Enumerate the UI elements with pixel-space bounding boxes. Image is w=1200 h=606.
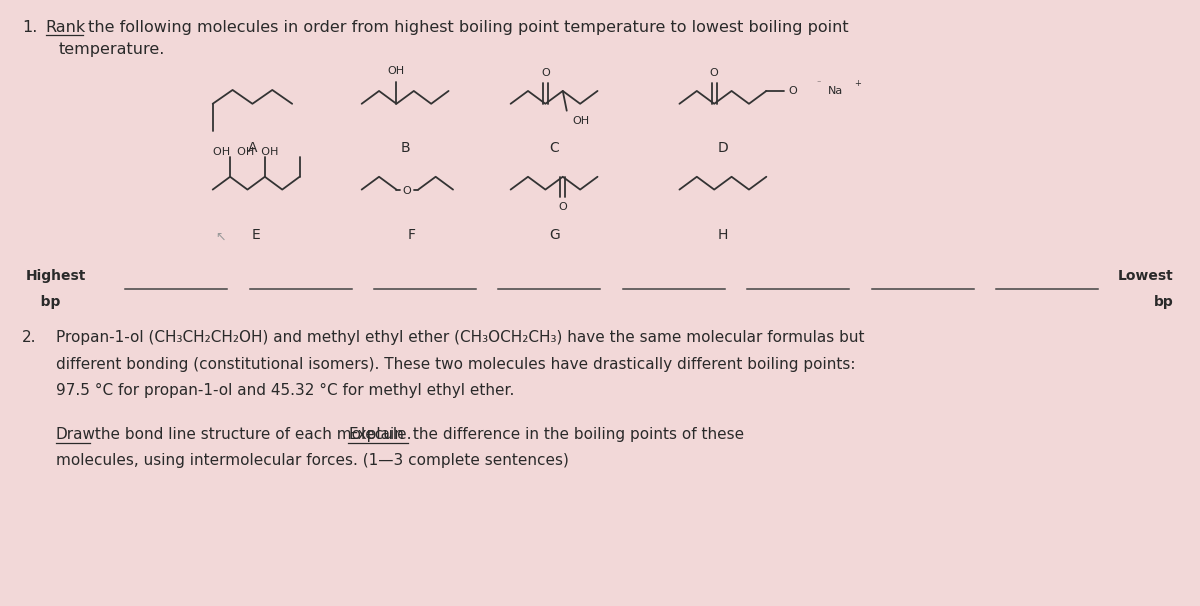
Text: bp: bp <box>26 295 60 309</box>
Text: Propan-1-ol (CH₃CH₂CH₂OH) and methyl ethyl ether (CH₃OCH₂CH₃) have the same mole: Propan-1-ol (CH₃CH₂CH₂OH) and methyl eth… <box>56 330 864 345</box>
Text: H: H <box>718 228 728 242</box>
Text: E: E <box>252 228 260 242</box>
Text: G: G <box>548 228 559 242</box>
Text: Draw: Draw <box>56 427 96 442</box>
Text: C: C <box>550 141 559 155</box>
Text: OH: OH <box>572 116 590 125</box>
Text: the following molecules in order from highest boiling point temperature to lowes: the following molecules in order from hi… <box>83 21 848 35</box>
Text: Na: Na <box>828 86 844 96</box>
Text: bp: bp <box>1154 295 1174 309</box>
Text: D: D <box>718 141 728 155</box>
Text: Rank: Rank <box>46 21 86 35</box>
Text: O: O <box>541 68 550 78</box>
Text: O: O <box>788 86 797 96</box>
Text: Lowest: Lowest <box>1118 270 1174 284</box>
Text: 97.5 °C for propan-1-ol and 45.32 °C for methyl ethyl ether.: 97.5 °C for propan-1-ol and 45.32 °C for… <box>56 383 514 398</box>
Text: Highest: Highest <box>26 270 86 284</box>
Text: O: O <box>402 185 412 196</box>
Text: OH: OH <box>388 66 404 76</box>
Text: 1.: 1. <box>22 21 37 35</box>
Text: temperature.: temperature. <box>59 42 166 57</box>
Text: molecules, using intermolecular forces. (1—3 complete sentences): molecules, using intermolecular forces. … <box>56 453 569 468</box>
Text: Explain: Explain <box>348 427 404 442</box>
Text: O: O <box>710 68 719 78</box>
Text: different bonding (constitutional isomers). These two molecules have drastically: different bonding (constitutional isomer… <box>56 357 856 371</box>
Text: the difference in the boiling points of these: the difference in the boiling points of … <box>408 427 744 442</box>
Text: OH  OH  OH: OH OH OH <box>212 147 278 157</box>
Text: +: + <box>853 79 860 87</box>
Text: A: A <box>247 141 257 155</box>
Text: ⁻: ⁻ <box>816 79 821 87</box>
Text: O: O <box>558 202 568 212</box>
Text: 2.: 2. <box>22 330 36 345</box>
Text: ↖: ↖ <box>216 230 226 244</box>
Text: the bond line structure of each molecule.: the bond line structure of each molecule… <box>90 427 416 442</box>
Text: F: F <box>407 228 415 242</box>
Text: B: B <box>401 141 410 155</box>
